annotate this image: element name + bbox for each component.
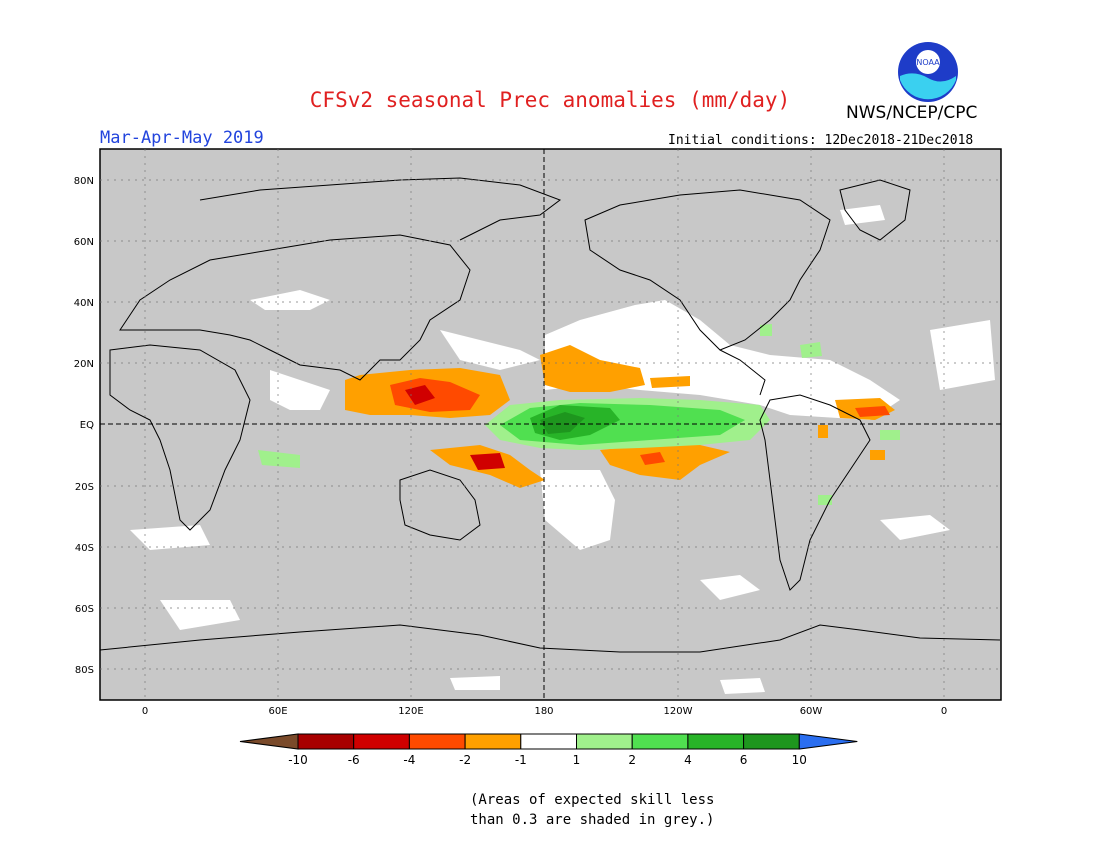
lat-tick: 80S xyxy=(75,665,94,676)
lat-tick: 80N xyxy=(74,176,94,187)
lat-tick: 60S xyxy=(75,604,94,615)
colorbar-cell xyxy=(576,733,633,750)
lon-tick: 0 xyxy=(941,706,947,717)
colorbar-label: 10 xyxy=(792,753,807,767)
longitude-ticks: 0 60E 120E 180 120W 60W 0 xyxy=(142,706,947,717)
colorbar-label: -2 xyxy=(459,753,471,767)
skill-note-line: (Areas of expected skill less xyxy=(470,792,715,808)
near-zero-regions xyxy=(130,205,995,694)
lat-tick: 20S xyxy=(75,482,94,493)
colorbar-cell xyxy=(239,733,299,750)
colorbar-label: -6 xyxy=(348,753,360,767)
gridlines xyxy=(100,149,1001,700)
skill-note-line: than 0.3 are shaded in grey.) xyxy=(470,812,715,828)
colorbar-label: -1 xyxy=(515,753,527,767)
colorbar-cell xyxy=(297,733,355,750)
lon-tick: 60W xyxy=(800,706,823,717)
lat-tick: EQ xyxy=(80,420,94,431)
colorbar: -10 -6 -4 -2 -1 1 2 4 6 10 xyxy=(239,733,858,767)
organization-label: NWS/NCEP/CPC xyxy=(846,103,978,123)
colorbar-cell xyxy=(464,733,522,750)
colorbar-cell xyxy=(520,733,577,750)
lat-tick: 40N xyxy=(74,298,94,309)
wet-anomaly-regions xyxy=(258,324,900,505)
skill-note: (Areas of expected skill less than 0.3 a… xyxy=(470,790,730,830)
colorbar-cell xyxy=(353,733,410,750)
lon-tick: 180 xyxy=(534,706,553,717)
colorbar-cell xyxy=(631,733,689,750)
lon-tick: 120W xyxy=(664,706,693,717)
colorbar-label: 2 xyxy=(628,753,636,767)
initial-conditions-label: Initial conditions: 12Dec2018-21Dec2018 xyxy=(668,133,974,148)
colorbar-label: -10 xyxy=(288,753,308,767)
lat-tick: 60N xyxy=(74,237,94,248)
noaa-logo-text: NOAA xyxy=(916,58,940,67)
page-title: CFSv2 seasonal Prec anomalies (mm/day) xyxy=(309,88,791,112)
latitude-ticks: 80N 60N 40N 20N EQ 20S 40S 60S 80S xyxy=(74,176,94,676)
colorbar-label: 6 xyxy=(740,753,748,767)
season-label: Mar-Apr-May 2019 xyxy=(100,128,264,148)
lat-tick: 20N xyxy=(74,359,94,370)
lon-tick: 0 xyxy=(142,706,148,717)
colorbar-label: -4 xyxy=(403,753,415,767)
lon-tick: 60E xyxy=(268,706,287,717)
colorbar-cell xyxy=(408,733,466,750)
colorbar-label: 4 xyxy=(684,753,692,767)
colorbar-cell xyxy=(798,733,858,750)
lat-tick: 40S xyxy=(75,543,94,554)
colorbar-cell xyxy=(743,733,800,750)
equator-and-dateline xyxy=(100,149,1001,700)
coastlines xyxy=(99,177,1001,653)
lon-tick: 120E xyxy=(398,706,423,717)
colorbar-cell xyxy=(687,733,745,750)
colorbar-label: 1 xyxy=(573,753,581,767)
noaa-logo: NOAA xyxy=(898,42,958,102)
